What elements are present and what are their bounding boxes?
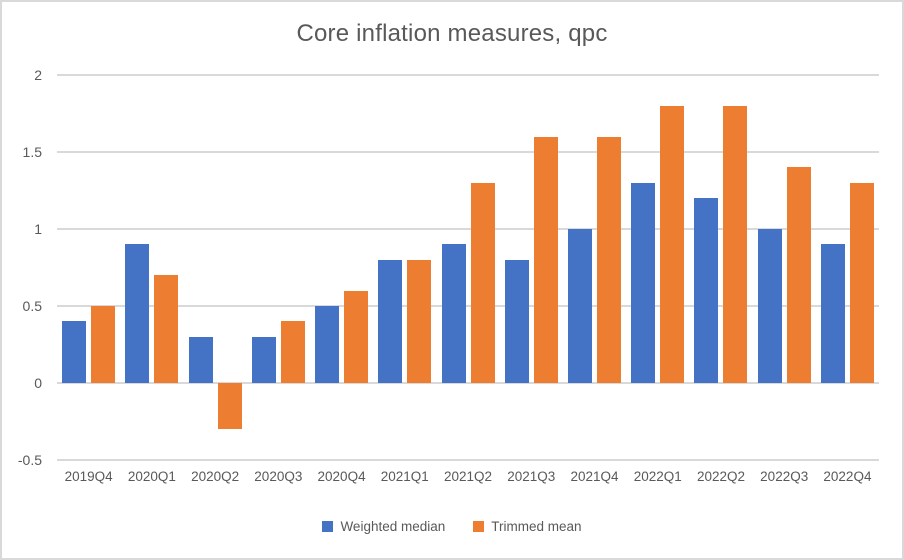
legend-label-trimmed-mean: Trimmed mean <box>491 519 582 534</box>
plot-area <box>57 74 879 461</box>
y-axis-tick-label: 0.5 <box>22 298 42 314</box>
x-axis-category-label: 2022Q4 <box>823 469 872 484</box>
bar-trimmed-mean <box>217 383 242 430</box>
x-axis-category-label: 2021Q1 <box>380 469 429 484</box>
bar-trimmed-mean <box>723 105 748 383</box>
bar-trimmed-mean <box>91 306 116 383</box>
y-axis-tick-label: -0.5 <box>17 452 42 468</box>
bar-trimmed-mean <box>596 136 621 383</box>
x-axis-category-label: 2020Q3 <box>254 469 303 484</box>
x-axis-category-label: 2022Q3 <box>760 469 809 484</box>
y-axis-tick-label: 1.5 <box>22 144 42 160</box>
x-axis-category-label: 2020Q2 <box>191 469 240 484</box>
x-axis-category-label: 2021Q3 <box>507 469 556 484</box>
bar-weighted-median <box>62 321 87 383</box>
bar-trimmed-mean <box>470 182 495 383</box>
bar-trimmed-mean <box>407 259 432 383</box>
legend: Weighted median Trimmed mean <box>2 519 902 534</box>
gridline <box>57 459 879 461</box>
x-axis-category-label: 2020Q1 <box>127 469 176 484</box>
bar-trimmed-mean <box>344 290 369 383</box>
bar-trimmed-mean <box>533 136 558 383</box>
x-axis-category-label: 2019Q4 <box>64 469 113 484</box>
legend-swatch-trimmed-mean-icon <box>473 521 485 532</box>
x-axis: 2019Q4 2020Q1 2020Q2 2020Q3 2020Q4 2021Q1 2021… <box>57 469 879 484</box>
legend-item-trimmed-mean: Trimmed mean <box>473 519 582 534</box>
bar-weighted-median <box>441 244 466 383</box>
bar-trimmed-mean <box>849 182 874 383</box>
gridline <box>57 74 879 76</box>
bar-weighted-median <box>125 244 150 383</box>
y-axis-tick-label: 1 <box>34 221 42 237</box>
x-axis-category-label: 2020Q4 <box>317 469 366 484</box>
x-axis-category-label: 2021Q4 <box>570 469 619 484</box>
gridline <box>57 305 879 307</box>
bar-weighted-median <box>694 198 719 383</box>
legend-label-weighted-median: Weighted median <box>340 519 446 534</box>
x-axis-category-label: 2022Q1 <box>633 469 682 484</box>
y-axis: 2 1.5 1 0.5 0 -0.5 <box>2 67 48 468</box>
bar-weighted-median <box>631 182 656 383</box>
bar-trimmed-mean <box>280 321 305 383</box>
bar-weighted-median <box>757 229 782 383</box>
gridline <box>57 228 879 230</box>
y-axis-tick-label: 0 <box>34 375 42 391</box>
bar-weighted-median <box>567 229 592 383</box>
bar-weighted-median <box>504 259 529 383</box>
chart-title: Core inflation measures, qpc <box>296 20 608 47</box>
y-axis-tick-label: 2 <box>34 67 42 83</box>
bar-trimmed-mean <box>154 275 179 383</box>
bar-trimmed-mean <box>660 105 685 383</box>
gridline <box>57 382 879 384</box>
x-axis-category-label: 2022Q2 <box>696 469 745 484</box>
legend-swatch-weighted-median-icon <box>322 521 334 532</box>
bar-weighted-median <box>188 336 213 383</box>
gridline <box>57 151 879 153</box>
bar-weighted-median <box>251 336 276 383</box>
x-axis-category-label: 2021Q2 <box>444 469 493 484</box>
bar-weighted-median <box>378 259 403 383</box>
legend-item-weighted-median: Weighted median <box>322 519 445 534</box>
bar-weighted-median <box>315 306 340 383</box>
bar-trimmed-mean <box>786 167 811 383</box>
bar-weighted-median <box>820 244 845 383</box>
